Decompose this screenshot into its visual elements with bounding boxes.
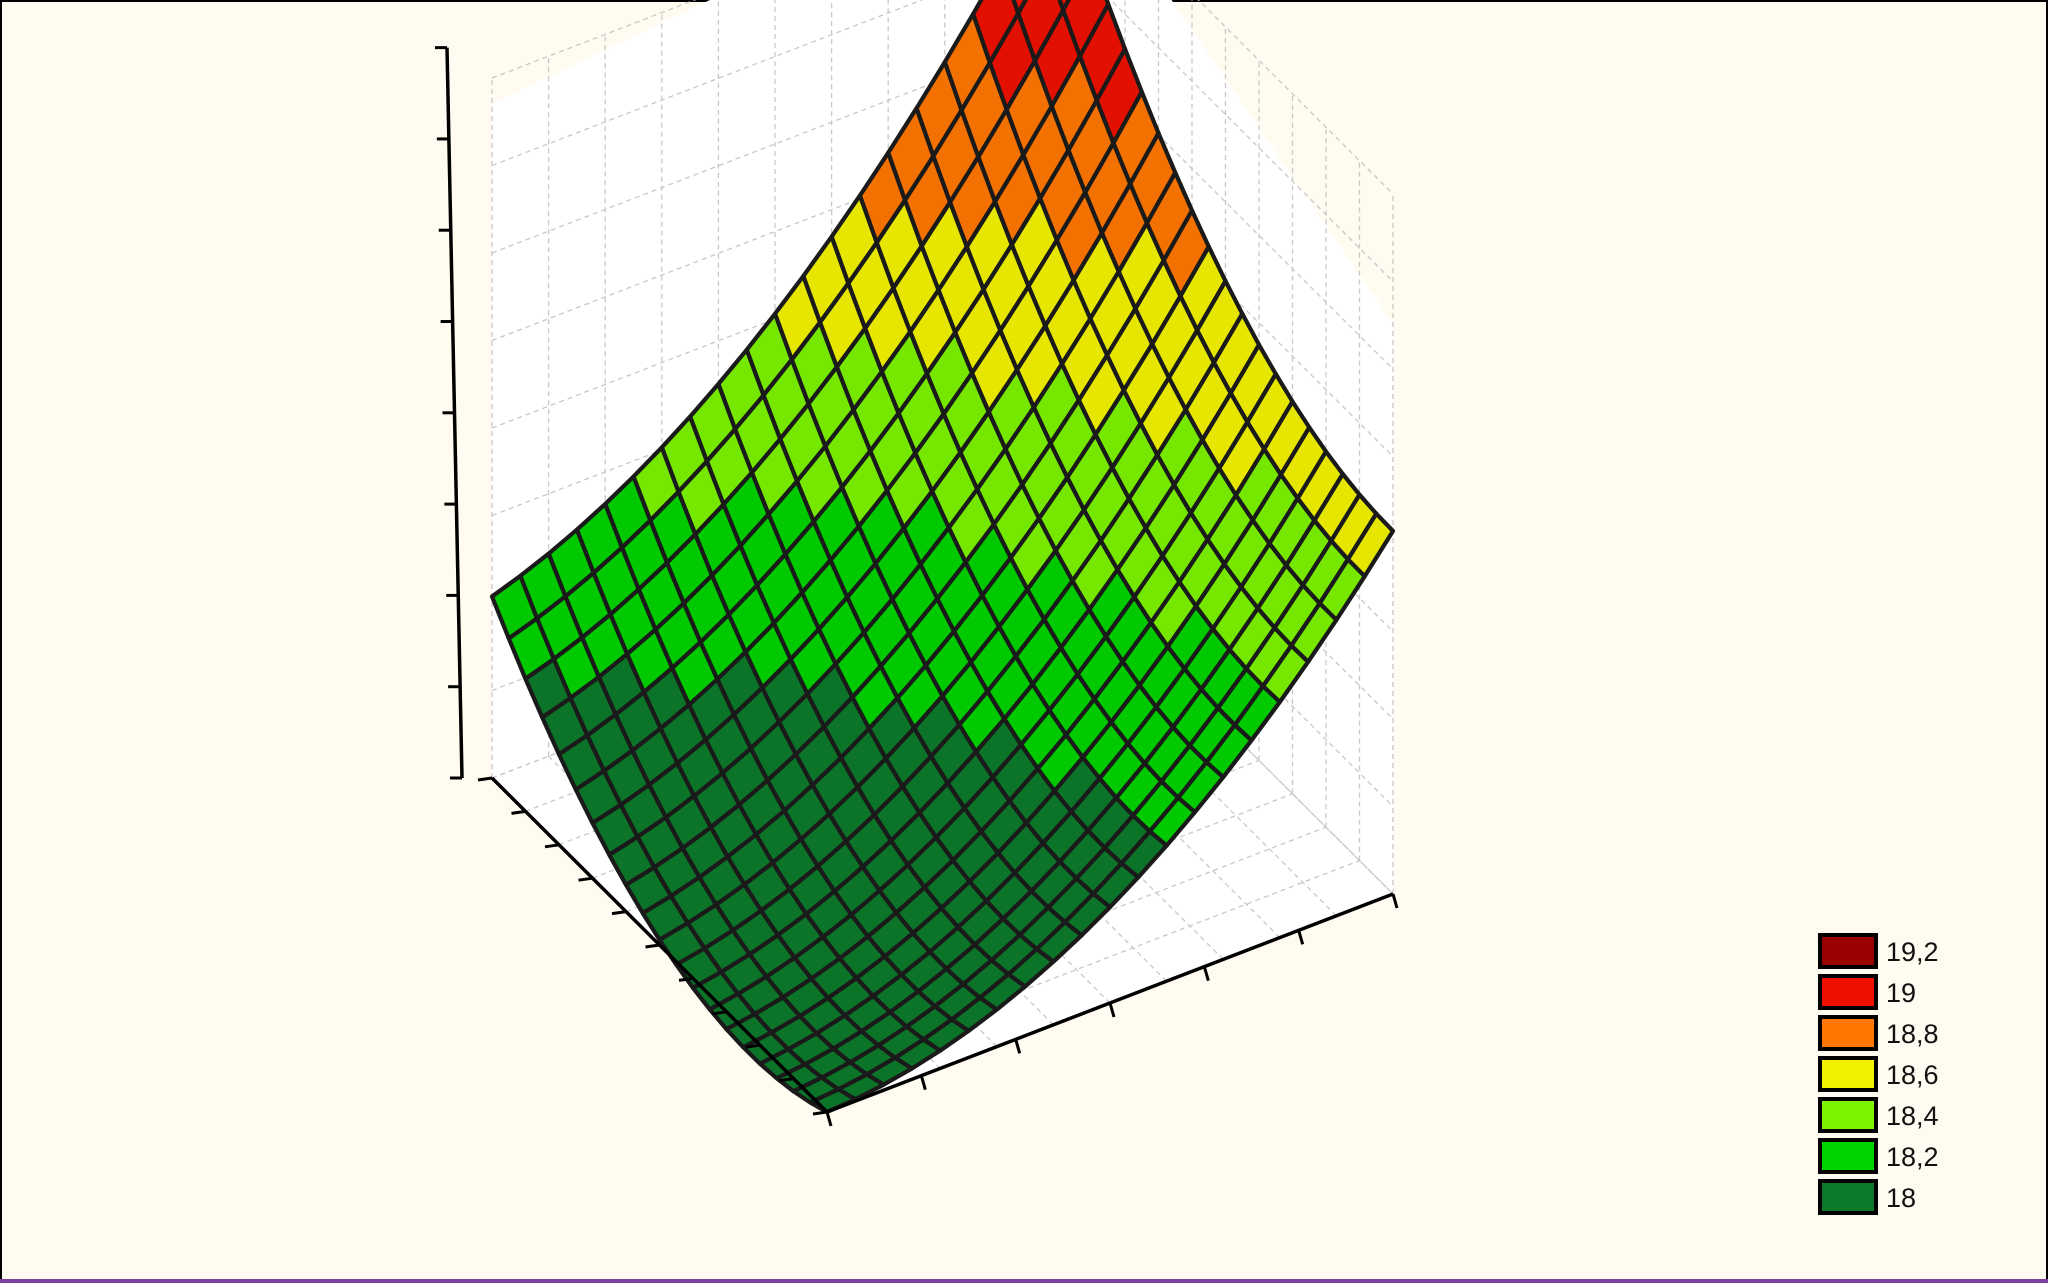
x-axis-tick [544,843,560,849]
legend-label: 18,4 [1886,1101,1939,1131]
legend-swatch [1818,933,1878,969]
y-axis-tick [1391,893,1399,909]
legend-swatch [1818,1056,1878,1092]
legend-label: 19,2 [1886,937,1939,967]
legend-label: 18,6 [1886,1060,1939,1090]
x-axis-tick [779,1077,794,1083]
x-axis-tick [712,1010,727,1016]
x-axis-tick [611,910,627,916]
x-axis-tick [477,776,493,782]
y-axis-tick [1014,1038,1022,1054]
legend-label: 18,2 [1886,1142,1939,1172]
legend-swatch [1818,1138,1878,1174]
legend-label: 19 [1886,978,1916,1008]
y-axis-tick [1297,929,1305,945]
legend-swatch [1818,1179,1878,1215]
legend-label: 18,8 [1886,1019,1939,1049]
legend-swatch [1818,1015,1878,1051]
legend-swatch [1818,974,1878,1010]
surface-mesh [489,0,1396,1115]
bottom-accent-bar [0,1279,2048,1283]
x-axis-tick [578,876,593,882]
y-axis-tick [919,1075,927,1091]
x-axis-tick [678,976,694,982]
legend-label: 18 [1886,1183,1916,1213]
grid-line-z [491,0,1394,195]
legend-swatch [1818,1097,1878,1133]
x-axis-tick [511,809,526,815]
x-axis-tick [812,1110,828,1116]
legend: 19,2 19 18,8 18,6 18,4 18,2 18 [1818,933,1939,1215]
x-axis-tick [645,943,660,949]
grid-line-z [491,0,1394,282]
axes [435,46,1399,1127]
y-axis-tick [1202,966,1210,982]
x-axis-tick [745,1043,761,1049]
y-axis-tick [1108,1002,1116,1018]
y-axis-tick [825,1111,833,1127]
